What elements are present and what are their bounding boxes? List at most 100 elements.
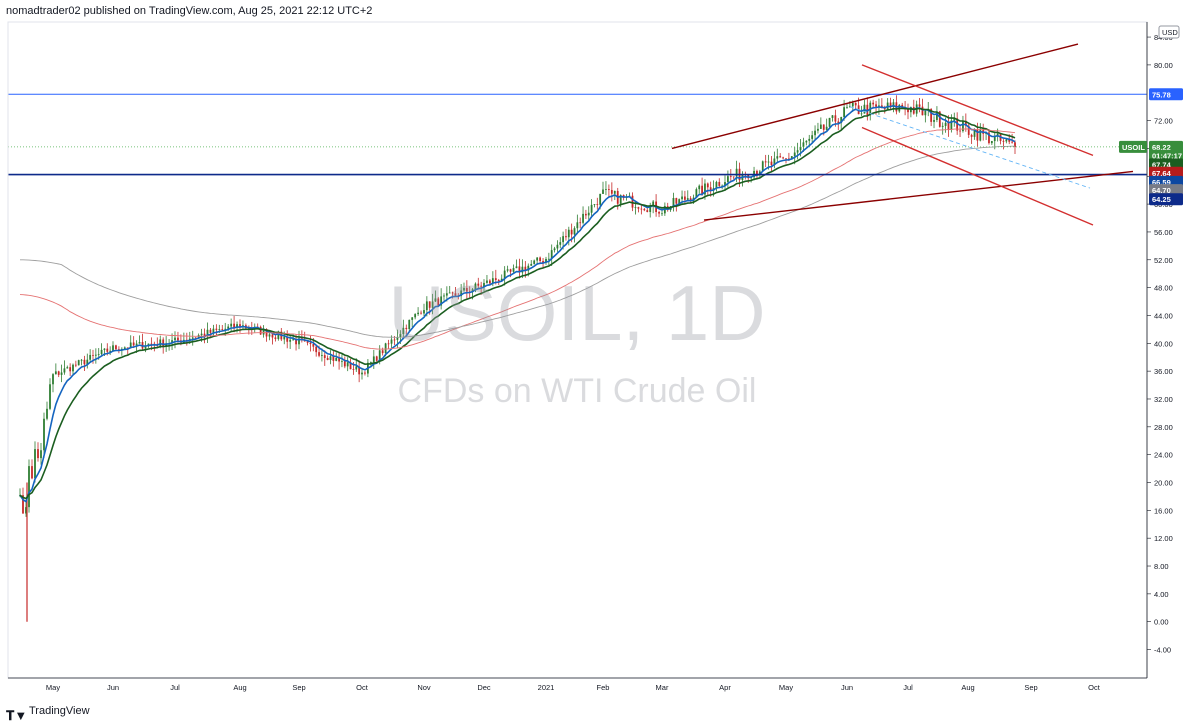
candle-body (608, 189, 610, 190)
candle-body (695, 189, 698, 198)
x-tick-label: Jun (107, 683, 119, 692)
price-tag-USOIL: USOIL (1119, 140, 1147, 153)
candle-body (109, 350, 112, 352)
candle-body (80, 359, 83, 361)
candle-body (631, 195, 634, 208)
candle-body (489, 280, 491, 284)
candle-body (506, 269, 509, 271)
candle-body (652, 201, 655, 206)
candle-body (834, 115, 837, 122)
candle-body (599, 193, 602, 205)
x-tick-label: 2021 (538, 683, 555, 692)
candle-body (174, 337, 176, 341)
x-tick-label: Jun (841, 683, 853, 692)
trendline-flag-lower (861, 126, 1094, 226)
x-tick-label: Sep (1024, 683, 1037, 692)
candle-body (684, 196, 686, 200)
candle-body (352, 369, 355, 370)
candle-body (103, 348, 106, 350)
price-tag-box (1149, 88, 1183, 101)
watermark-symbol: USOIL, 1D (388, 269, 765, 357)
candle-body (559, 242, 562, 245)
candle-body (698, 185, 701, 190)
candle-body (218, 329, 221, 330)
tradingview-brand[interactable]: TradingView (29, 705, 90, 717)
candle-body (378, 350, 381, 361)
candle-body (556, 244, 559, 249)
price-tag-box (1149, 184, 1183, 197)
candle-body (822, 124, 825, 130)
x-tick-label: Apr (719, 683, 731, 692)
candle-body (950, 120, 953, 130)
candle-body (770, 161, 773, 166)
candle-body (191, 337, 194, 339)
candle-body (545, 258, 547, 263)
y-tick-label: -4.00 (1154, 646, 1171, 655)
candle-body (1002, 140, 1005, 142)
price-tag-67.64: 67.64 (1149, 166, 1183, 179)
y-tick-label: 72.00 (1154, 117, 1173, 126)
candle-body (393, 339, 396, 341)
candle-body (724, 182, 726, 186)
candle-body (268, 334, 271, 337)
candle-body (271, 334, 274, 338)
candle-body (463, 287, 465, 291)
candle-body (596, 204, 599, 205)
candle-body (200, 333, 203, 336)
candle-body (675, 197, 678, 204)
candle-body (194, 337, 197, 339)
candle-body (553, 248, 556, 251)
candle-body (846, 106, 848, 108)
candle-body (329, 356, 332, 361)
price-tag-text: 75.78 (1152, 90, 1171, 99)
candle-body (521, 266, 524, 273)
candle-body (672, 197, 675, 207)
candle-body (610, 189, 613, 194)
candle-body (150, 343, 153, 345)
x-tick-label: Feb (597, 683, 610, 692)
candle-body (979, 129, 982, 141)
candle-body (973, 130, 976, 137)
publication-header: nomadtrader02 published on TradingView.c… (6, 5, 373, 17)
price-tag-text: 64.25 (1152, 195, 1171, 204)
y-tick-label: 52.00 (1154, 256, 1173, 265)
candle-body (587, 212, 590, 216)
candle-body (212, 328, 215, 333)
candle-body (756, 170, 758, 175)
candle-body (990, 141, 993, 144)
candle-body (582, 213, 584, 223)
candle-body (907, 109, 909, 113)
candle-body (796, 150, 799, 153)
candle-body (206, 329, 209, 337)
candle-body (335, 357, 338, 361)
candle-body (321, 355, 323, 356)
x-tick-label: Aug (233, 683, 246, 692)
candle-body (593, 204, 596, 205)
y-tick-label: 56.00 (1154, 228, 1173, 237)
candle-body (480, 285, 483, 287)
candle-body (69, 367, 72, 372)
candle-body (203, 333, 206, 337)
candle-body (46, 408, 48, 419)
tradingview-logo-icon[interactable]: 𝐓▼ (6, 708, 28, 723)
trendline-channel-lower (703, 170, 1134, 221)
candle-body (289, 339, 292, 342)
candle-body (112, 345, 114, 351)
ema-mid-line (19, 107, 1016, 500)
candle-body (126, 347, 129, 349)
candle-body (239, 324, 241, 328)
candle-body (486, 280, 488, 283)
candle-body (375, 356, 378, 361)
x-tick-label: Dec (477, 683, 491, 692)
candle-body (306, 341, 309, 343)
candle-body (135, 343, 138, 346)
candle-body (405, 327, 408, 330)
candle-body (326, 357, 329, 361)
candle-body (408, 319, 411, 330)
candle-body (619, 195, 622, 204)
candle-body (819, 124, 822, 129)
candle-body (115, 345, 117, 350)
candle-body (503, 270, 506, 279)
candle-body (72, 364, 74, 372)
